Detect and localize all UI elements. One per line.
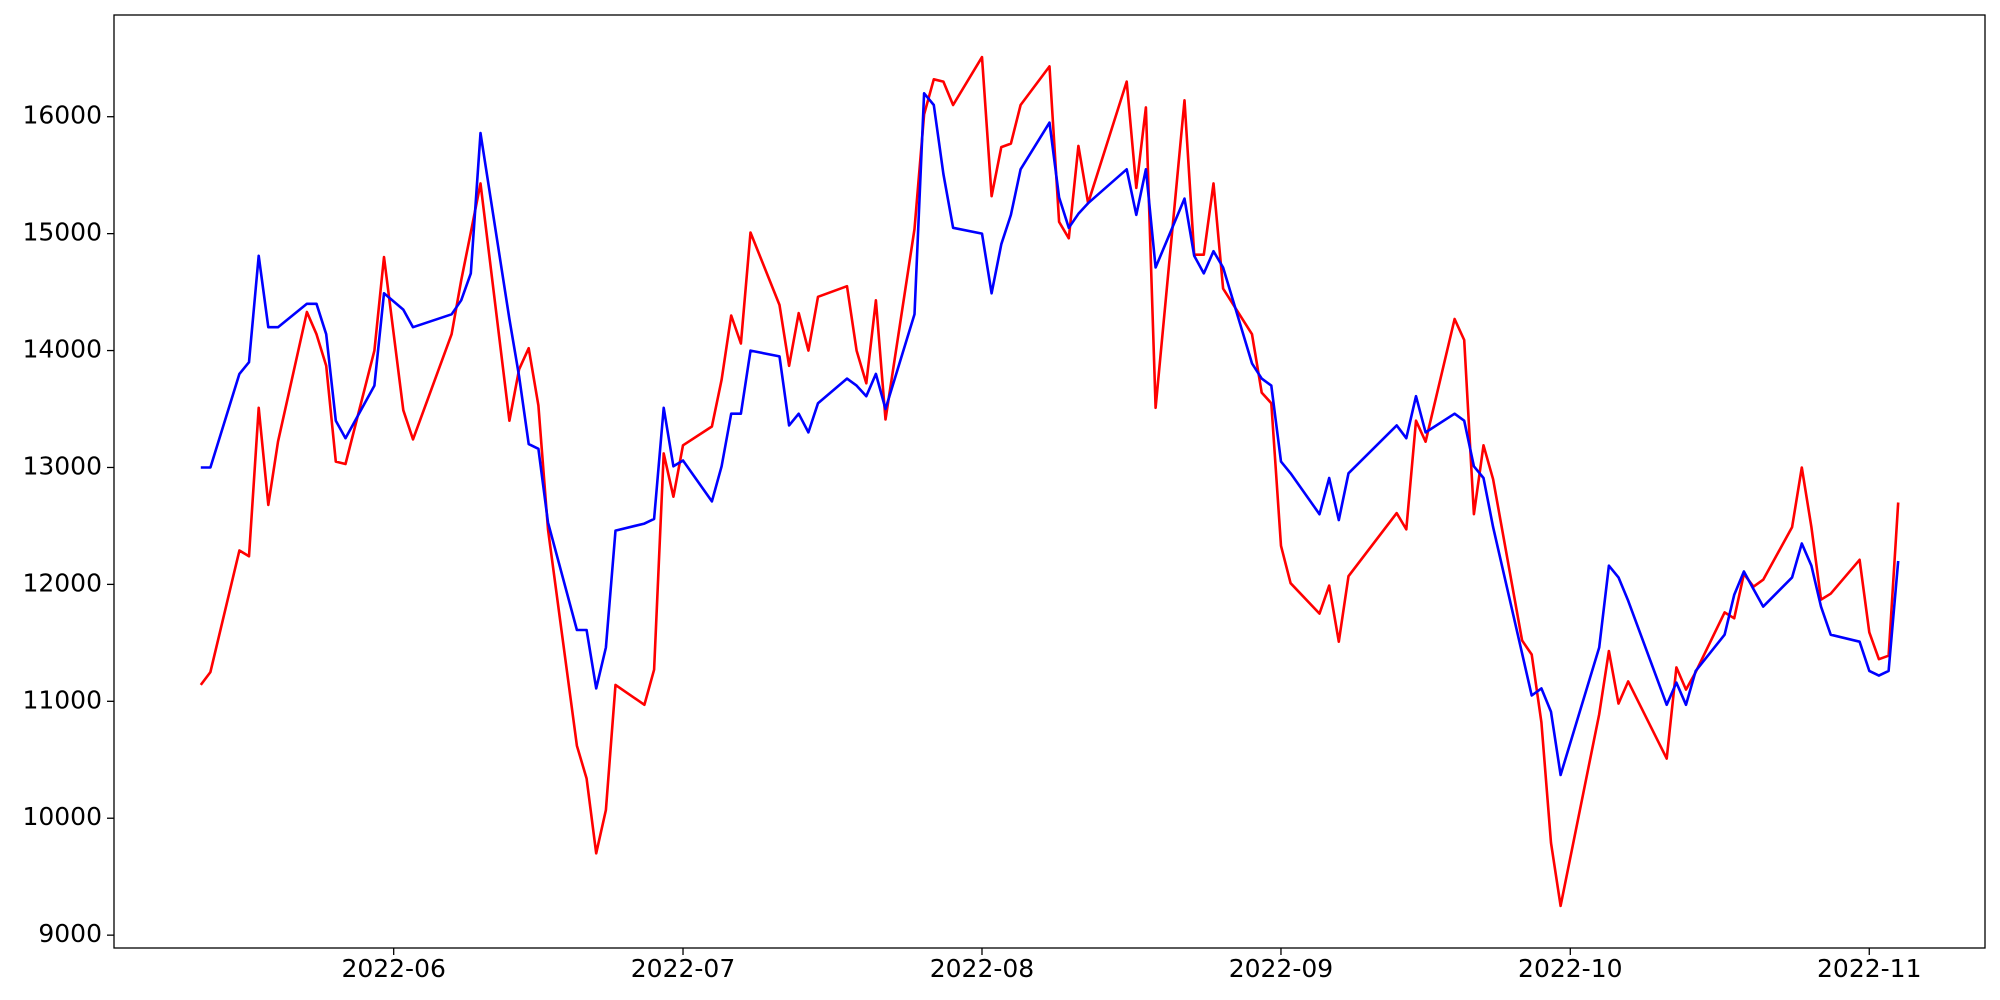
y-tick-label: 16000 (22, 101, 102, 130)
y-tick-label: 10000 (22, 802, 102, 831)
y-tick-label: 12000 (22, 568, 102, 597)
x-tick-label: 2022-06 (341, 954, 445, 983)
line-series (199, 55, 1900, 908)
x-tick-label: 2022-10 (1518, 954, 1622, 983)
x-tick-label: 2022-11 (1817, 954, 1921, 983)
y-tick-label: 14000 (22, 335, 102, 364)
x-tick-label: 2022-08 (930, 954, 1034, 983)
line-series (200, 92, 1900, 777)
x-tick-label: 2022-09 (1229, 954, 1333, 983)
y-tick-label: 15000 (22, 218, 102, 247)
x-tick-label: 2022-07 (631, 954, 735, 983)
y-tick-label: 13000 (22, 451, 102, 480)
y-tick-label: 9000 (38, 919, 102, 948)
plot-frame (113, 14, 1986, 949)
y-tick-label: 11000 (22, 685, 102, 714)
